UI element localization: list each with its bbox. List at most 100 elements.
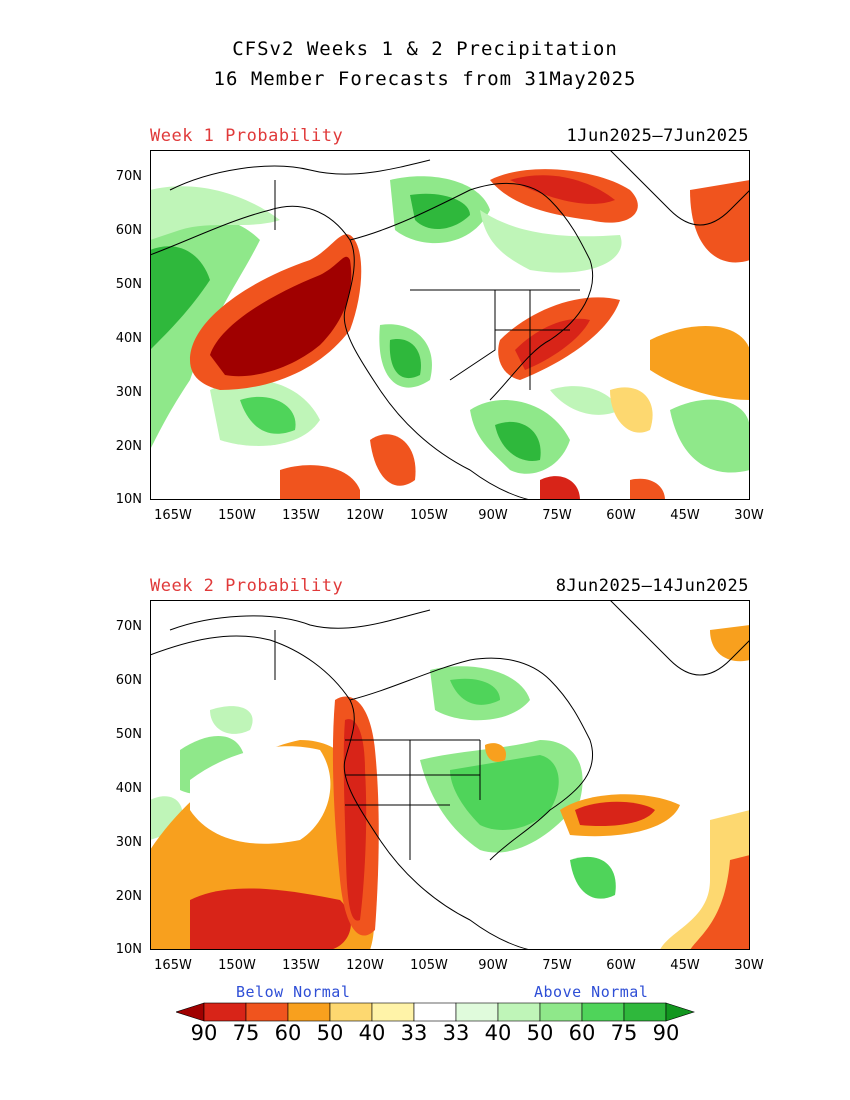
week2-below-normal-area [690,855,750,950]
week1-above-normal-area [389,339,421,379]
lat-tick: 70N [115,169,142,184]
lat-tick: 10N [115,492,142,507]
lat-tick: 60N [115,223,142,238]
lon-tick: 75W [542,508,572,523]
week2-coastlines [150,600,750,950]
week2-above-normal-area [210,706,253,734]
legend-label: 33 [400,1021,428,1045]
legend-swatch [665,1002,695,1022]
lon-tick: 45W [670,508,700,523]
legend-swatch [581,1002,625,1022]
legend-swatch [455,1002,499,1022]
lon-tick: 165W [154,958,192,973]
legend-label: 75 [610,1021,638,1045]
week2-below-normal-area [343,719,367,921]
lon-tick: 90W [478,508,508,523]
lon-tick: 60W [606,508,636,523]
week1-below-normal-area [630,478,665,500]
week2-above-normal-area [450,678,500,705]
week1-above-normal-area [410,193,470,230]
week1-below-normal-area [515,318,590,370]
legend-label: 40 [484,1021,512,1045]
lon-tick: 30W [734,958,764,973]
week1-above-normal-area [480,210,622,273]
chart-title-line1: CFSv2 Weeks 1 & 2 Precipitation [232,38,618,60]
week1-below-normal-area [690,180,750,263]
week1-below-normal-area [280,465,360,500]
week1-panel-label: Week 1 Probability [150,126,344,146]
legend-label: 60 [568,1021,596,1045]
week1-map [150,150,750,500]
week2-below-normal-area [190,888,351,950]
week2-below-normal-area [575,801,655,827]
lon-tick: 45W [670,958,700,973]
week1-below-normal-area [370,434,416,486]
lat-tick: 40N [115,331,142,346]
lon-tick: 165W [154,508,192,523]
legend-label: 33 [442,1021,470,1045]
legend-label: 75 [232,1021,260,1045]
week1-above-normal-area [150,246,210,350]
lon-tick: 75W [542,958,572,973]
week1-below-normal-area [610,387,653,433]
legend-label: 90 [190,1021,218,1045]
legend-swatch [176,1002,205,1022]
lon-tick: 135W [282,508,320,523]
week1-above-normal-area [550,386,620,415]
legend-swatch [539,1002,583,1022]
lon-tick: 105W [410,508,448,523]
week1-below-normal-area [540,476,580,500]
legend-above-normal: Above Normal [534,983,649,1001]
week2-below-normal-area [710,625,750,662]
lat-tick: 20N [115,889,142,904]
legend-swatch [413,1002,457,1022]
week2-date-range: 8Jun2025—14Jun2025 [555,576,749,596]
week1-above-normal-area [670,399,750,473]
legend-swatch [287,1002,331,1022]
chart-title-line2: 16 Member Forecasts from 31May2025 [213,68,637,90]
legend-label: 40 [358,1021,386,1045]
lon-tick: 60W [606,958,636,973]
lat-tick: 10N [115,942,142,957]
lat-tick: 50N [115,727,142,742]
lon-tick: 30W [734,508,764,523]
lon-tick: 120W [346,958,384,973]
week2-panel-label: Week 2 Probability [150,576,344,596]
lat-tick: 30N [115,835,142,850]
week2-above-normal-area [450,755,559,830]
lon-tick: 150W [218,508,256,523]
legend-swatch [371,1002,415,1022]
lon-tick: 105W [410,958,448,973]
legend-label: 60 [274,1021,302,1045]
week2-below-normal-area [485,743,506,762]
legend-swatch [497,1002,541,1022]
week1-below-normal-area [210,256,352,377]
week1-above-normal-area [240,396,296,434]
lat-tick: 50N [115,277,142,292]
legend-swatch [623,1002,667,1022]
legend-label: 50 [316,1021,344,1045]
legend-label: 50 [526,1021,554,1045]
week1-date-range: 1Jun2025—7Jun2025 [566,126,749,146]
week2-map [150,600,750,950]
lat-tick: 40N [115,781,142,796]
lon-tick: 120W [346,508,384,523]
week1-below-normal-area [510,175,615,204]
week2-below-normal-area [190,746,331,844]
lon-tick: 150W [218,958,256,973]
legend-colorbar [176,1002,695,1022]
legend-label: 90 [652,1021,680,1045]
legend-swatch [203,1002,247,1022]
week1-coastlines [150,150,750,500]
legend-swatch [329,1002,373,1022]
lat-tick: 30N [115,385,142,400]
week1-above-normal-area [150,186,280,240]
lat-tick: 70N [115,619,142,634]
lon-tick: 90W [478,958,508,973]
lat-tick: 60N [115,673,142,688]
lat-tick: 20N [115,439,142,454]
legend-below-normal: Below Normal [236,983,351,1001]
lon-tick: 135W [282,958,320,973]
week1-above-normal-area [495,421,541,461]
legend-swatch [245,1002,289,1022]
